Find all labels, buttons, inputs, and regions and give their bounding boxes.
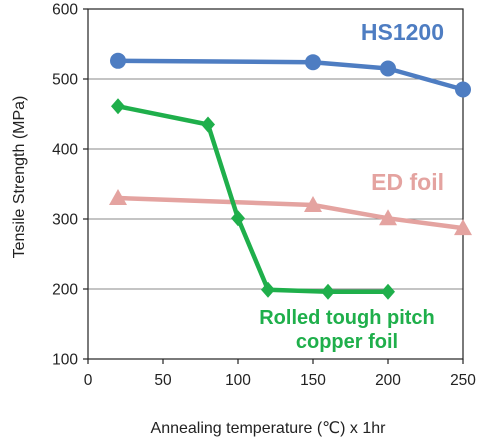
data-point-triangle xyxy=(454,219,472,236)
plot-area-frame xyxy=(87,8,464,360)
series-ed-foil xyxy=(109,189,472,236)
data-point-diamond xyxy=(321,283,335,300)
axis-ticks: 100 200 300 400 500 600 0 50 100 150 200 250 xyxy=(52,2,476,390)
y-tick-label: 100 xyxy=(52,352,78,369)
data-point-diamond xyxy=(231,210,245,227)
data-point-triangle xyxy=(379,209,397,226)
series-label-rolled-line-2: copper foil xyxy=(296,331,398,353)
series-rolled-copper xyxy=(111,98,395,300)
data-point-circle xyxy=(380,60,396,77)
x-tick-label: 150 xyxy=(300,372,326,389)
data-point-circle xyxy=(110,52,126,69)
data-series xyxy=(109,52,472,300)
x-tick-label: 250 xyxy=(450,372,476,389)
y-tick-label: 600 xyxy=(52,2,78,19)
data-point-diamond xyxy=(111,98,125,115)
data-point-circle xyxy=(305,54,321,71)
x-tick-label: 100 xyxy=(225,372,251,389)
series-label-rolled-line-1: Rolled tough pitch xyxy=(259,307,435,329)
series-hs1200 xyxy=(110,52,471,98)
data-point-triangle xyxy=(109,189,127,205)
series-label-ed-foil: ED foil xyxy=(371,169,444,195)
x-tick-label: 50 xyxy=(154,372,172,389)
series-line-ed-foil xyxy=(117,195,464,231)
y-tick-label: 400 xyxy=(52,142,78,159)
y-tick-label: 200 xyxy=(52,282,78,299)
series-label-hs1200: HS1200 xyxy=(361,19,444,45)
data-point-triangle xyxy=(304,196,322,212)
data-point-diamond xyxy=(381,283,395,300)
x-tick-label: 200 xyxy=(375,372,401,389)
series-line-rolled-copper xyxy=(117,104,388,295)
series-line-hs1200 xyxy=(117,58,464,92)
data-point-diamond xyxy=(201,116,215,133)
y-tick-label: 300 xyxy=(52,212,78,229)
x-tick-label: 0 xyxy=(84,372,93,389)
data-point-circle xyxy=(455,81,471,98)
y-tick-label: 500 xyxy=(52,72,78,89)
y-axis-title: Tensile Strength (MPa) xyxy=(11,96,28,259)
x-axis-title: Annealing temperature (℃) x 1hr xyxy=(151,420,387,437)
data-point-diamond xyxy=(261,281,275,298)
